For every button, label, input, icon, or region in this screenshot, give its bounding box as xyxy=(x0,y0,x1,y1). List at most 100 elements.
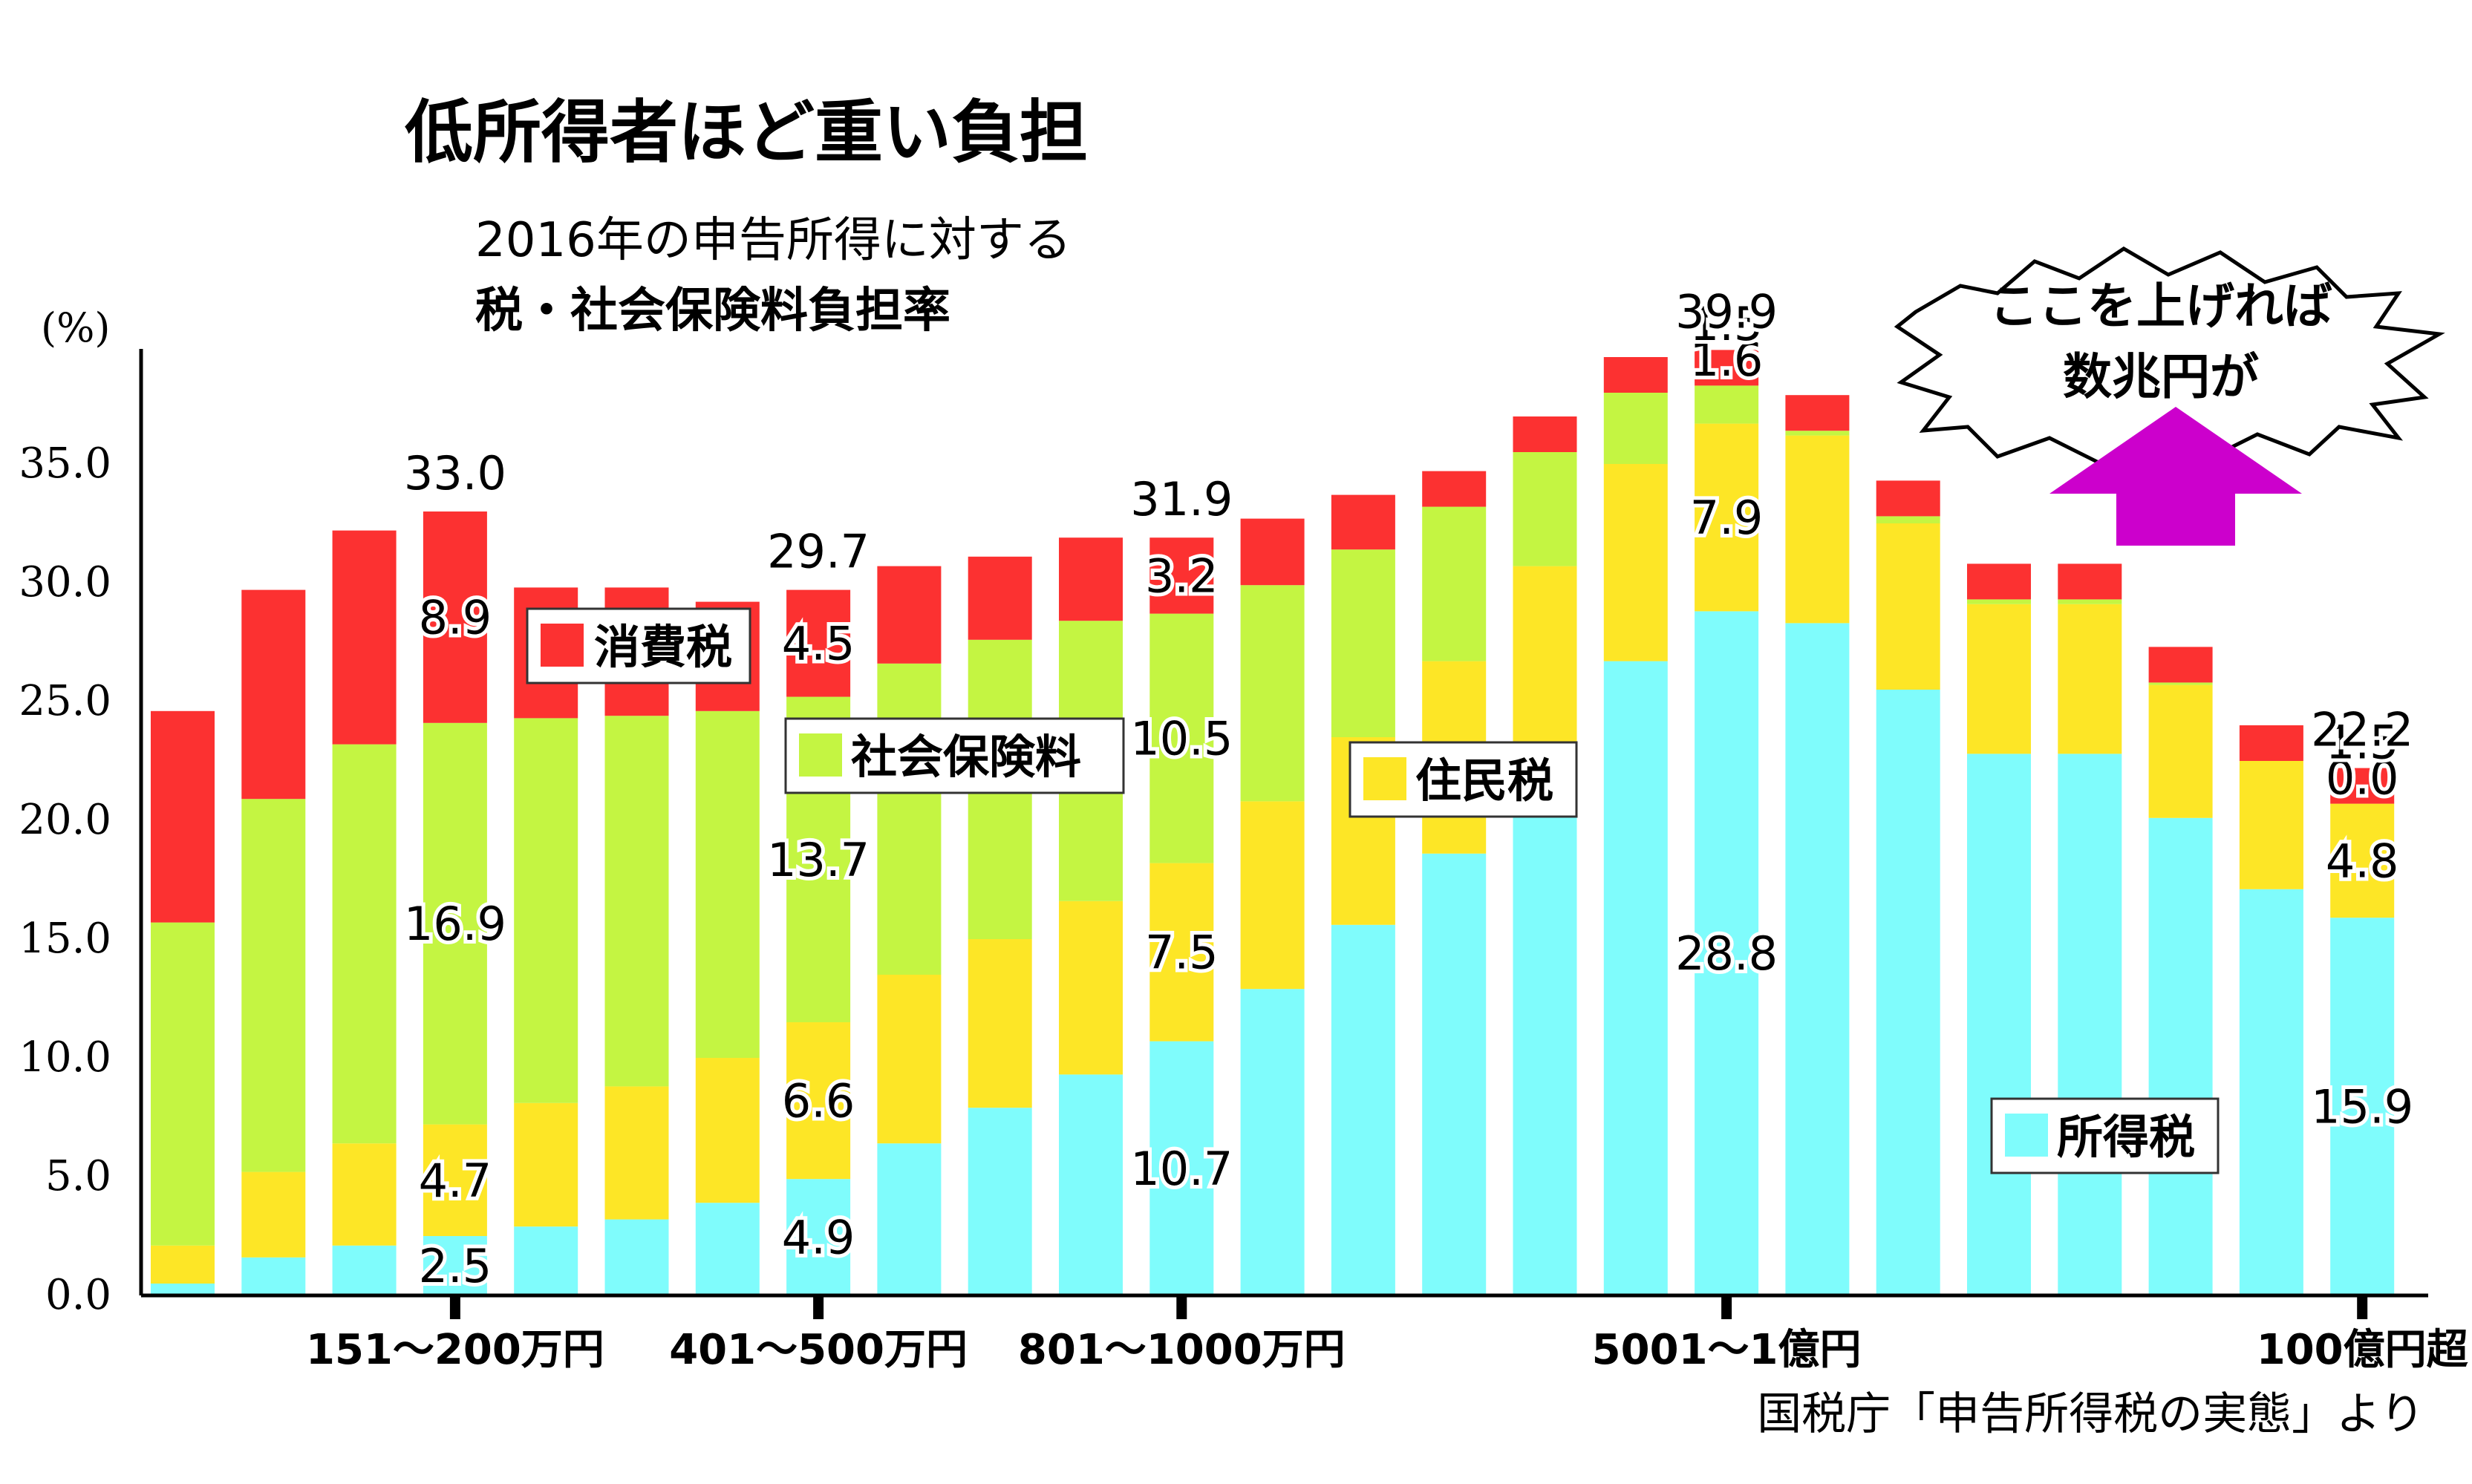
legend-swatch-consumption-tax xyxy=(541,624,584,667)
bar-segment-resident-tax xyxy=(1513,566,1577,761)
bar-segment-resident-tax xyxy=(1785,435,1850,624)
bar-segment-resident-tax xyxy=(151,1245,215,1284)
bar-segment-social-insurance xyxy=(695,710,760,1058)
bar-segment-social-insurance xyxy=(1603,393,1668,464)
segment-value-label: 10.7 xyxy=(1130,1142,1233,1196)
bar-segment-consumption-tax xyxy=(877,566,942,664)
bar-segment-consumption-tax xyxy=(1059,537,1123,621)
bar-segment-income-tax xyxy=(1513,761,1577,1295)
bar-segment-social-insurance xyxy=(604,716,669,1087)
bar-segment-consumption-tax xyxy=(968,556,1032,640)
bar-segment-resident-tax xyxy=(877,975,942,1144)
bar-segment-resident-tax xyxy=(423,1124,487,1236)
legend-label-consumption-tax: 消費税 xyxy=(594,620,732,674)
segment-value-label: 16.9 xyxy=(404,897,506,951)
bar-segment-income-tax xyxy=(1331,924,1395,1295)
segment-value-label: 4.9 xyxy=(782,1211,855,1265)
bar-segment-resident-tax xyxy=(1876,523,1940,690)
bar-segment-consumption-tax xyxy=(2330,768,2395,804)
bar-segment-consumption-tax xyxy=(2148,647,2213,683)
legend-item-consumption-tax: 消費税 xyxy=(526,607,751,684)
bar-segment-income-tax xyxy=(877,1143,942,1295)
bar-segment-social-insurance xyxy=(1240,585,1305,802)
segment-value-label: 2.5 xyxy=(419,1239,492,1293)
bar-segment-consumption-tax xyxy=(1331,494,1395,550)
bar-segment-resident-tax xyxy=(332,1143,397,1246)
y-tick-label: 15.0 xyxy=(19,915,111,963)
total-value-label: 39.9 xyxy=(1675,284,1778,339)
y-tick-label: 35.0 xyxy=(19,439,111,488)
bar-segment-income-tax xyxy=(786,1179,851,1295)
bar-segment-consumption-tax xyxy=(1785,395,1850,431)
y-tick-label: 20.0 xyxy=(19,796,111,844)
source-note: 国税庁「申告所得税の実態」より xyxy=(1757,1388,2424,1440)
bar-segment-consumption-tax xyxy=(332,530,397,745)
bar-segment-social-insurance xyxy=(877,663,942,975)
bar-segment-social-insurance xyxy=(1149,613,1214,863)
bar-segment-income-tax xyxy=(1876,690,1940,1295)
bar-segment-income-tax xyxy=(2330,918,2395,1295)
x-tick-mark xyxy=(449,1297,460,1319)
legend-item-social-insurance: 社会保険料 xyxy=(784,717,1125,794)
callout-arrow xyxy=(2049,407,2302,546)
legend-swatch-resident-tax xyxy=(1363,757,1406,800)
segment-value-label: 1.5 xyxy=(2326,715,2399,769)
legend-label-resident-tax: 住民税 xyxy=(1415,754,1553,808)
bar-segment-resident-tax xyxy=(968,939,1032,1108)
segment-value-label: 15.9 xyxy=(2311,1080,2413,1134)
bar-segment-social-insurance xyxy=(1967,599,2031,604)
total-value-label: 33.0 xyxy=(404,446,506,500)
bar-segment-resident-tax xyxy=(2239,761,2303,889)
bar-segment-income-tax xyxy=(968,1108,1032,1295)
bar-segment-income-tax xyxy=(1785,623,1850,1295)
bar-segment-resident-tax xyxy=(1149,863,1214,1042)
bar-segment-consumption-tax xyxy=(1240,518,1305,586)
bar-segment-resident-tax xyxy=(2148,684,2213,818)
bar-segment-social-insurance xyxy=(423,722,487,1125)
segment-value-label: 3.2 xyxy=(1145,549,1219,603)
chart-subtitle-line-1: 2016年の申告所得に対する xyxy=(475,213,1072,268)
segment-value-label: 13.7 xyxy=(767,833,870,887)
bar-segment-income-tax xyxy=(332,1245,397,1295)
bar-segment-social-insurance xyxy=(332,744,397,1144)
bar-segment-resident-tax xyxy=(1603,464,1668,661)
bar-segment-social-insurance xyxy=(1331,549,1395,737)
callout-line-2: 数兆円が xyxy=(2063,348,2259,405)
y-tick-label: 30.0 xyxy=(19,558,111,607)
x-tick-mark xyxy=(1721,1297,1732,1319)
bar-segment-income-tax xyxy=(1149,1041,1214,1295)
bar-segment-consumption-tax xyxy=(1603,357,1668,393)
y-tick-label: 10.0 xyxy=(19,1033,111,1082)
y-axis-unit: (%) xyxy=(41,304,110,351)
segment-value-label: 0.0 xyxy=(2326,751,2399,805)
callout-line-1: ここを上げれば xyxy=(1989,278,2332,335)
segment-value-label: 4.5 xyxy=(782,617,855,671)
bar-segment-income-tax xyxy=(514,1226,578,1295)
bar-segment-income-tax xyxy=(151,1284,215,1295)
segment-value-label: 10.5 xyxy=(1130,712,1233,766)
legend-label-social-insurance: 社会保険料 xyxy=(851,730,1081,784)
bar-segment-income-tax xyxy=(1059,1074,1123,1295)
bar-segment-income-tax xyxy=(1695,611,1759,1295)
bar-segment-income-tax xyxy=(1603,661,1668,1295)
bar-segment-resident-tax xyxy=(695,1058,760,1203)
bar-segment-income-tax xyxy=(2148,817,2213,1295)
legend-swatch-income-tax xyxy=(2005,1114,2048,1157)
callout-burst xyxy=(1894,246,2445,466)
total-value-label: 22.2 xyxy=(2311,703,2413,757)
bar-segment-social-insurance xyxy=(241,799,306,1172)
y-tick-label: 5.0 xyxy=(45,1152,111,1200)
y-tick-label: 25.0 xyxy=(19,677,111,725)
bar-segment-income-tax xyxy=(241,1257,306,1295)
bar-segment-resident-tax xyxy=(2330,803,2395,918)
segment-value-label: 7.9 xyxy=(1690,491,1764,545)
bar-segment-social-insurance xyxy=(514,718,578,1103)
bar-segment-income-tax xyxy=(1422,853,1487,1295)
x-tick-label: 801～1000万円 xyxy=(1018,1326,1346,1374)
bar-segment-consumption-tax xyxy=(1149,537,1214,614)
legend-label-income-tax: 所得税 xyxy=(2057,1110,2195,1164)
segment-value-label: 1.6 xyxy=(1690,333,1764,387)
bar-segment-income-tax xyxy=(695,1203,760,1295)
bar-segment-income-tax xyxy=(604,1219,669,1295)
